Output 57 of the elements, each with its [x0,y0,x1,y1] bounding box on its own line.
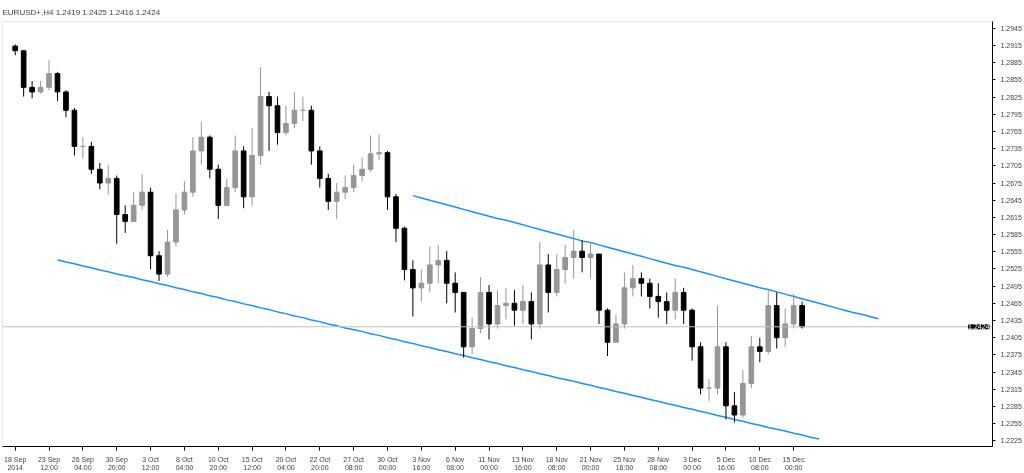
candlestick [663,291,670,325]
candlestick [520,284,526,325]
candlestick [528,291,535,340]
candlestick [63,89,69,118]
candlestick [553,253,560,297]
candlestick [494,289,501,330]
candlestick [731,391,738,423]
candlestick [376,133,382,161]
candlestick [799,301,805,330]
candlestick [54,71,61,102]
candlestick [503,287,509,320]
candlestick [283,105,289,136]
candlestick [367,134,374,173]
candlestick [435,244,442,284]
candlestick [426,246,433,293]
candlestick [570,229,577,280]
candlestick [223,177,230,206]
candlestick [469,317,475,355]
candlestick [105,164,112,195]
candlestick [782,307,789,348]
candlestick [291,91,298,129]
candlestick [198,121,205,166]
candlestick [350,164,357,193]
candlestick [46,59,52,91]
candlestick [122,204,129,234]
candlestick [130,191,137,222]
candlestick [88,141,95,175]
candlestick [452,271,459,313]
candlestick [511,289,518,327]
candlestick [359,156,365,182]
candlestick [790,293,797,330]
candlestick [266,91,272,152]
candlestick [579,239,585,273]
line-series [56,259,820,440]
candlestick [680,287,687,325]
candlestick [655,282,662,319]
candlestick [156,250,162,282]
candlestick [638,271,645,297]
candlestick [443,250,450,304]
candlestick [139,173,145,211]
chart-title: EURUSD+,H4 1.2419 1.2425 1.2416 1.2424 [2,7,161,17]
candlestick [672,278,679,320]
candlestick [562,244,569,284]
candlestick [96,162,103,190]
candlestick [333,182,340,220]
candlestick [613,314,619,343]
candlestick [181,180,188,216]
candlestick [325,173,332,211]
candlestick [587,241,594,280]
candlestick [756,337,763,363]
candlestick [646,278,653,309]
candlestick [342,175,349,200]
candlestick [29,80,35,99]
candlestick [630,264,636,297]
candlestick [418,269,425,303]
line-series [412,194,880,320]
candlestick [410,259,416,317]
